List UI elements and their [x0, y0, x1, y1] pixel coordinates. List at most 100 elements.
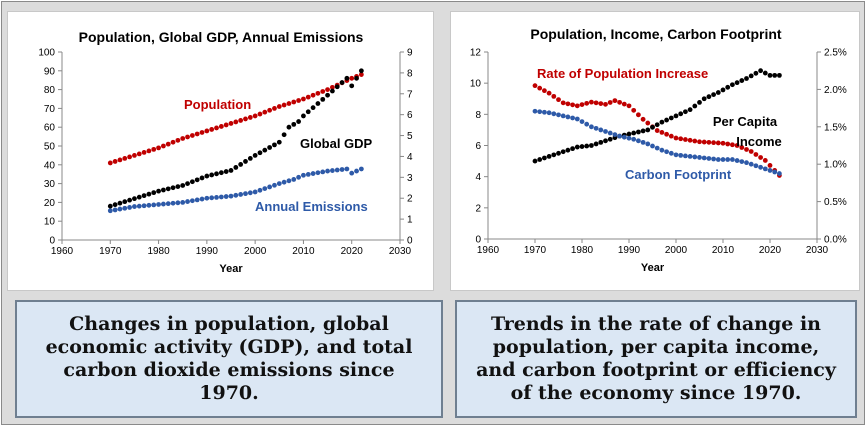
- data-point-global-gdp: [334, 84, 340, 90]
- data-point-population: [358, 72, 364, 77]
- y-tick-label-left: 90: [44, 66, 56, 77]
- data-point-global-gdp: [243, 159, 248, 164]
- data-point-carbon-footprint: [748, 161, 754, 167]
- data-point-rate-of-population-increase: [730, 142, 735, 148]
- data-point-population: [136, 151, 142, 157]
- y-tick-label-left: 0: [49, 236, 55, 247]
- data-point-annual-emissions: [247, 190, 253, 196]
- data-point-population: [315, 90, 321, 96]
- data-point-carbon-footprint: [744, 160, 749, 166]
- data-point-per-capita-income: [645, 127, 651, 133]
- y-tick-label-right: 2: [407, 194, 413, 205]
- data-point-per-capita-income: [692, 103, 698, 109]
- data-point-carbon-footprint: [546, 110, 552, 116]
- data-point-population: [296, 98, 301, 103]
- data-point-per-capita-income: [668, 115, 674, 121]
- data-point-global-gdp: [257, 150, 263, 156]
- data-point-carbon-footprint: [551, 111, 557, 117]
- data-point-population: [281, 102, 287, 108]
- data-point-per-capita-income: [725, 84, 731, 90]
- data-point-annual-emissions: [228, 193, 234, 199]
- data-point-rate-of-population-increase: [720, 140, 726, 146]
- y-tick-label-right: 0.5%: [824, 197, 847, 208]
- data-point-global-gdp: [170, 185, 176, 191]
- data-point-rate-of-population-increase: [603, 101, 608, 107]
- data-point-annual-emissions: [330, 168, 335, 173]
- data-point-carbon-footprint: [626, 135, 632, 141]
- x-tick-label: 1980: [147, 246, 170, 257]
- data-point-annual-emissions: [189, 198, 195, 204]
- data-point-rate-of-population-increase: [683, 137, 688, 142]
- data-point-per-capita-income: [640, 128, 646, 134]
- series-label-rate-of-population-increase: Rate of Population Increase: [537, 66, 708, 81]
- data-point-annual-emissions: [233, 192, 239, 198]
- data-point-carbon-footprint: [565, 114, 571, 120]
- data-point-annual-emissions: [325, 168, 330, 174]
- data-point-annual-emissions: [243, 191, 248, 197]
- data-point-annual-emissions: [238, 192, 244, 197]
- data-point-per-capita-income: [748, 73, 754, 79]
- data-point-rate-of-population-increase: [579, 102, 585, 108]
- data-point-annual-emissions: [276, 181, 282, 187]
- data-point-rate-of-population-increase: [542, 88, 547, 94]
- data-point-rate-of-population-increase: [664, 131, 669, 137]
- y-tick-label-right: 1: [407, 215, 413, 226]
- data-point-population: [185, 134, 190, 140]
- y-tick-label-left: 100: [38, 48, 55, 59]
- data-point-rate-of-population-increase: [574, 103, 580, 109]
- data-point-population: [170, 139, 176, 145]
- data-point-carbon-footprint: [532, 108, 538, 114]
- data-point-population: [175, 137, 181, 143]
- data-point-global-gdp: [238, 162, 244, 167]
- data-point-per-capita-income: [673, 113, 679, 119]
- data-point-population: [286, 101, 292, 106]
- data-point-carbon-footprint: [579, 119, 585, 125]
- data-point-per-capita-income: [546, 154, 552, 159]
- data-point-annual-emissions: [165, 201, 171, 207]
- data-point-carbon-footprint: [701, 155, 707, 161]
- data-point-annual-emissions: [281, 179, 287, 185]
- data-point-population: [325, 87, 330, 92]
- y-tick-label-right: 6: [407, 110, 413, 121]
- data-point-population: [214, 125, 219, 131]
- data-point-global-gdp: [189, 179, 195, 185]
- data-point-global-gdp: [272, 142, 277, 148]
- data-point-population: [218, 124, 224, 129]
- data-point-per-capita-income: [574, 144, 580, 150]
- series-label-annual-emissions: Annual Emissions: [255, 199, 368, 214]
- data-point-annual-emissions: [151, 202, 157, 208]
- data-point-carbon-footprint: [537, 109, 543, 115]
- data-point-population: [112, 159, 118, 164]
- data-point-rate-of-population-increase: [621, 101, 627, 107]
- data-point-population: [122, 156, 128, 161]
- data-point-global-gdp: [339, 80, 345, 85]
- data-point-rate-of-population-increase: [636, 112, 641, 118]
- data-point-per-capita-income: [589, 143, 594, 148]
- data-point-annual-emissions: [310, 171, 316, 176]
- x-tick-label: 1970: [524, 245, 547, 256]
- data-point-global-gdp: [132, 196, 137, 202]
- data-point-carbon-footprint: [617, 133, 622, 139]
- data-point-annual-emissions: [358, 166, 364, 172]
- y-tick-label-right: 1.5%: [824, 122, 847, 133]
- data-point-rate-of-population-increase: [626, 103, 632, 109]
- data-point-rate-of-population-increase: [570, 102, 575, 108]
- data-point-carbon-footprint: [730, 157, 735, 162]
- data-point-annual-emissions: [127, 205, 132, 210]
- data-point-global-gdp: [330, 88, 335, 94]
- data-point-population: [107, 160, 113, 166]
- data-point-global-gdp: [310, 105, 316, 111]
- data-point-global-gdp: [122, 199, 128, 205]
- data-point-carbon-footprint: [574, 116, 580, 122]
- data-point-per-capita-income: [720, 87, 726, 93]
- data-point-global-gdp: [276, 139, 282, 145]
- data-point-rate-of-population-increase: [711, 140, 716, 146]
- data-point-rate-of-population-increase: [645, 120, 651, 126]
- data-point-rate-of-population-increase: [739, 145, 745, 150]
- chart-left: Population, Global GDP, Annual Emissions…: [38, 29, 413, 275]
- data-point-annual-emissions: [252, 189, 258, 195]
- data-point-population: [141, 149, 147, 155]
- data-point-global-gdp: [301, 113, 306, 119]
- data-point-rate-of-population-increase: [673, 135, 679, 141]
- data-point-global-gdp: [228, 168, 234, 173]
